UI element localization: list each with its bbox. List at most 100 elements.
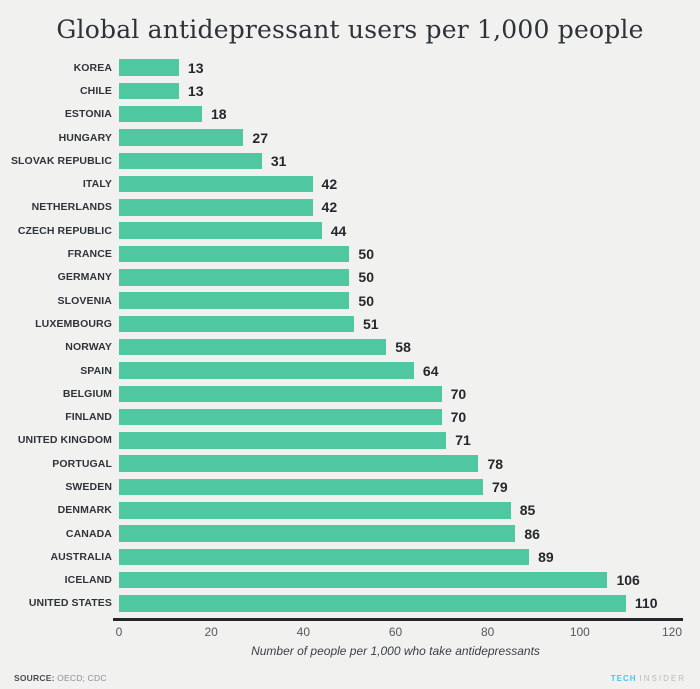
value-label: 42	[321, 199, 338, 216]
x-tick-label: 80	[480, 625, 495, 640]
country-label: FRANCE	[67, 248, 112, 261]
value-label: 31	[270, 152, 287, 169]
bar-track: 13	[119, 59, 672, 76]
chart-row: SLOVENIA 50	[0, 289, 700, 312]
chart-row: ITALY 42	[0, 172, 700, 195]
value-label: 42	[321, 176, 338, 193]
bar-track: 27	[119, 129, 672, 146]
bar	[119, 408, 442, 426]
bar-track: 110	[119, 595, 672, 612]
x-tick-label: 0	[115, 625, 123, 640]
bar	[119, 315, 355, 333]
bar-track: 50	[119, 269, 672, 286]
bar-track: 85	[119, 502, 672, 519]
country-label: ITALY	[82, 178, 112, 191]
chart-row: HUNGARY 27	[0, 126, 700, 149]
bar	[119, 525, 516, 542]
x-tick-label: 120	[661, 625, 683, 640]
bar-track: 18	[119, 105, 672, 123]
source-credit: SOURCE: OECD; CDC	[14, 673, 107, 683]
bar-track: 64	[119, 362, 672, 379]
source-label: SOURCE:	[14, 673, 55, 683]
x-axis-line	[113, 618, 683, 622]
brand-tech: TECH	[610, 674, 637, 683]
bar-track: 44	[119, 222, 672, 239]
bar	[119, 129, 244, 146]
bar	[119, 269, 350, 286]
bar-track: 42	[119, 199, 672, 216]
bar	[119, 432, 447, 449]
chart-row: BELGIUM 70	[0, 382, 700, 405]
value-label: 13	[187, 59, 204, 76]
value-label: 58	[395, 339, 411, 356]
country-label: SLOVAK REPUBLIC	[10, 154, 112, 167]
value-label: 70	[450, 385, 467, 402]
value-label: 64	[422, 362, 439, 379]
bar-track: 79	[119, 478, 672, 496]
bar-track: 58	[119, 338, 672, 356]
value-label: 70	[450, 409, 467, 426]
bar-track: 71	[119, 432, 672, 449]
bar	[119, 338, 387, 356]
bar-track: 78	[119, 455, 672, 472]
bar	[119, 105, 202, 123]
value-label: 110	[634, 595, 658, 612]
chart-row: CANADA 86	[0, 522, 700, 545]
chart-row: GERMANY 50	[0, 266, 700, 289]
bar	[119, 455, 479, 472]
bar	[119, 59, 179, 76]
bar-track: 89	[119, 548, 672, 566]
bar-track: 70	[119, 385, 672, 403]
value-label: 89	[538, 548, 554, 565]
bar-track: 50	[119, 245, 672, 263]
x-tick-label: 20	[204, 625, 218, 640]
bar-track: 70	[119, 408, 672, 426]
country-label: GERMANY	[57, 271, 112, 284]
country-label: FINLAND	[65, 411, 112, 424]
value-label: 71	[455, 432, 471, 449]
bar	[119, 478, 484, 496]
chart-row: ICELAND 106	[0, 569, 700, 592]
value-label: 13	[187, 82, 204, 99]
bar	[119, 385, 442, 403]
source-value: OECD; CDC	[54, 673, 107, 683]
bar	[119, 245, 350, 263]
chart-row: KOREA 13	[0, 56, 700, 79]
bar	[119, 152, 262, 170]
value-label: 50	[358, 292, 374, 309]
country-label: PORTUGAL	[52, 457, 112, 470]
country-label: NETHERLANDS	[31, 201, 112, 214]
bar	[119, 548, 530, 566]
bar	[119, 571, 608, 589]
chart-row: ESTONIA 18	[0, 103, 700, 126]
chart-title: Global antidepressant users per 1,000 pe…	[56, 15, 644, 44]
bar-rows: KOREA 13 CHILE 13 ESTONIA 18 HUNGARY 27 SLOVAK R…	[0, 56, 700, 615]
value-label: 51	[363, 315, 379, 332]
country-label: HUNGARY	[58, 131, 112, 144]
country-label: LUXEMBOURG	[35, 317, 112, 330]
tech-insider-logo: TECH INSIDER	[611, 674, 686, 683]
value-label: 86	[524, 525, 540, 542]
country-label: CHILE	[80, 84, 112, 97]
country-label: DENMARK	[57, 504, 112, 517]
country-label: KOREA	[73, 61, 112, 74]
country-label: AUSTRALIA	[50, 550, 112, 563]
x-axis-ticks: 0 20 40 60 80 100 120	[115, 625, 682, 641]
bar-track: 106	[119, 571, 672, 589]
x-tick-label: 40	[296, 625, 311, 640]
bar	[119, 292, 350, 309]
bar	[119, 175, 313, 193]
chart-row: FINLAND 70	[0, 405, 700, 428]
chart-row: CHILE 13	[0, 79, 700, 102]
value-label: 27	[252, 129, 268, 146]
x-tick-label: 100	[569, 625, 590, 640]
chart-row: NETHERLANDS 42	[0, 196, 700, 219]
chart-row: CZECH REPUBLIC 44	[0, 219, 700, 242]
bar-track: 13	[119, 82, 672, 100]
country-label: SWEDEN	[65, 480, 112, 493]
country-label: CZECH REPUBLIC	[17, 224, 112, 237]
country-label: ESTONIA	[64, 108, 112, 121]
value-label: 18	[210, 106, 227, 123]
bar	[119, 362, 414, 379]
